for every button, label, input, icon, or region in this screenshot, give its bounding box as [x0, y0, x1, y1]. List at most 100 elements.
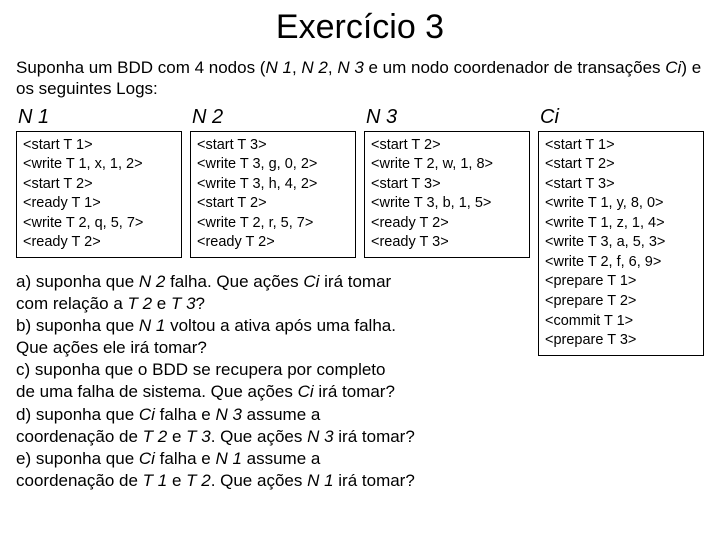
- log-line: <prepare T 2>: [545, 292, 697, 312]
- log-line: <start T 3>: [371, 175, 523, 195]
- log-line: <ready T 2>: [371, 214, 523, 234]
- q-d-line2: coordenação de T 2 e T 3. Que ações N 3 …: [16, 426, 415, 448]
- intro-text: Suponha um BDD com 4 nodos (N 1, N 2, N …: [16, 57, 704, 100]
- log-line: <write T 3, h, 4, 2>: [197, 175, 349, 195]
- qei2: N 1: [215, 449, 241, 468]
- log-box-ci: <start T 1><start T 2><start T 3><write …: [538, 131, 704, 356]
- qci1: Ci: [298, 382, 314, 401]
- q-a-line2: com relação a T 2 e T 3?: [16, 293, 415, 315]
- qe2: falha e: [155, 449, 216, 468]
- col-n2-label: N 2: [190, 106, 356, 129]
- q-c-line2: de uma falha de sistema. Que ações Ci ir…: [16, 381, 415, 403]
- qd2: falha e: [155, 405, 216, 424]
- qdi5: N 3: [307, 427, 333, 446]
- qa6: ?: [196, 294, 205, 313]
- log-line: <write T 2, r, 5, 7>: [197, 214, 349, 234]
- log-box-n2: <start T 3><write T 3, g, 0, 2><write T …: [190, 131, 356, 258]
- log-line: <start T 3>: [197, 136, 349, 156]
- qa4: com relação a: [16, 294, 128, 313]
- qc3: irá tomar?: [314, 382, 395, 401]
- qb3: Que ações ele irá tomar?: [16, 338, 207, 357]
- log-line: <prepare T 3>: [545, 331, 697, 351]
- log-line: <start T 2>: [23, 175, 175, 195]
- qai2: Ci: [303, 272, 319, 291]
- qe4: coordenação de: [16, 471, 143, 490]
- q-d-line1: d) suponha que Ci falha e N 3 assume a: [16, 404, 415, 426]
- qd5: e: [167, 427, 186, 446]
- q-b-line2: Que ações ele irá tomar?: [16, 337, 415, 359]
- qai3: T 2: [128, 294, 153, 313]
- intro-n2: N 2: [301, 58, 327, 77]
- log-line: <write T 2, f, 6, 9>: [545, 253, 697, 273]
- qe6: . Que ações: [211, 471, 307, 490]
- qei3: T 1: [143, 471, 168, 490]
- qd6: . Que ações: [211, 427, 307, 446]
- log-line: <ready T 2>: [23, 233, 175, 253]
- col-n3: N 3 <start T 2><write T 2, w, 1, 8><star…: [364, 106, 530, 258]
- qc2: de uma falha de sistema. Que ações: [16, 382, 298, 401]
- qdi1: Ci: [139, 405, 155, 424]
- log-line: <write T 3, g, 0, 2>: [197, 155, 349, 175]
- qb2: voltou a ativa após uma falha.: [165, 316, 396, 335]
- col-n2: N 2 <start T 3><write T 3, g, 0, 2><writ…: [190, 106, 356, 258]
- q-e-line1: e) suponha que Ci falha e N 1 assume a: [16, 448, 415, 470]
- log-box-n3: <start T 2><write T 2, w, 1, 8><start T …: [364, 131, 530, 258]
- qd4: coordenação de: [16, 427, 143, 446]
- intro-c2: ,: [328, 58, 337, 77]
- qe1: e) suponha que: [16, 449, 139, 468]
- log-line: <write T 3, a, 5, 3>: [545, 233, 697, 253]
- q-a-line1: a) suponha que N 2 falha. Que ações Ci i…: [16, 271, 415, 293]
- qdi3: T 2: [143, 427, 168, 446]
- intro-ci: Ci: [665, 58, 681, 77]
- qe3: assume a: [242, 449, 320, 468]
- col-n1: N 1 <start T 1><write T 1, x, 1, 2><star…: [16, 106, 182, 258]
- q-c-line1: c) suponha que o BDD se recupera por com…: [16, 359, 415, 381]
- col-n3-label: N 3: [364, 106, 530, 129]
- qc1: c) suponha que o BDD se recupera por com…: [16, 360, 385, 379]
- qd3: assume a: [242, 405, 320, 424]
- qbi1: N 1: [139, 316, 165, 335]
- log-box-n1: <start T 1><write T 1, x, 1, 2><start T …: [16, 131, 182, 258]
- log-line: <start T 1>: [23, 136, 175, 156]
- log-line: <start T 3>: [545, 175, 697, 195]
- intro-c1: ,: [292, 58, 301, 77]
- qei5: N 1: [307, 471, 333, 490]
- col-ci-label: Ci: [538, 106, 704, 129]
- qe5: e: [167, 471, 186, 490]
- log-line: <start T 1>: [545, 136, 697, 156]
- questions-block: a) suponha que N 2 falha. Que ações Ci i…: [16, 271, 415, 492]
- log-line: <write T 2, q, 5, 7>: [23, 214, 175, 234]
- log-line: <prepare T 1>: [545, 272, 697, 292]
- qei1: Ci: [139, 449, 155, 468]
- log-line: <write T 3, b, 1, 5>: [371, 194, 523, 214]
- qei4: T 2: [186, 471, 211, 490]
- qd7: irá tomar?: [334, 427, 415, 446]
- qa1: a) suponha que: [16, 272, 139, 291]
- log-line: <start T 2>: [197, 194, 349, 214]
- log-line: <ready T 1>: [23, 194, 175, 214]
- log-line: <ready T 2>: [197, 233, 349, 253]
- qa5: e: [152, 294, 171, 313]
- log-line: <write T 1, z, 1, 4>: [545, 214, 697, 234]
- log-line: <write T 1, x, 1, 2>: [23, 155, 175, 175]
- intro-n3: N 3: [337, 58, 363, 77]
- qdi2: N 3: [215, 405, 241, 424]
- intro-p1: Suponha um BDD com 4 nodos (: [16, 58, 265, 77]
- qe7: irá tomar?: [334, 471, 415, 490]
- qb1: b) suponha que: [16, 316, 139, 335]
- q-b-line1: b) suponha que N 1 voltou a ativa após u…: [16, 315, 415, 337]
- col-n1-label: N 1: [16, 106, 182, 129]
- q-e-line2: coordenação de T 1 e T 2. Que ações N 1 …: [16, 470, 415, 492]
- log-line: <start T 2>: [545, 155, 697, 175]
- qa2: falha. Que ações: [165, 272, 303, 291]
- qdi4: T 3: [186, 427, 211, 446]
- qai1: N 2: [139, 272, 165, 291]
- intro-p2: e um nodo coordenador de transações: [364, 58, 665, 77]
- log-line: <commit T 1>: [545, 312, 697, 332]
- log-line: <write T 1, y, 8, 0>: [545, 194, 697, 214]
- log-line: <start T 2>: [371, 136, 523, 156]
- intro-n1: N 1: [265, 58, 291, 77]
- log-line: <write T 2, w, 1, 8>: [371, 155, 523, 175]
- log-line: <ready T 3>: [371, 233, 523, 253]
- qa3: irá tomar: [319, 272, 391, 291]
